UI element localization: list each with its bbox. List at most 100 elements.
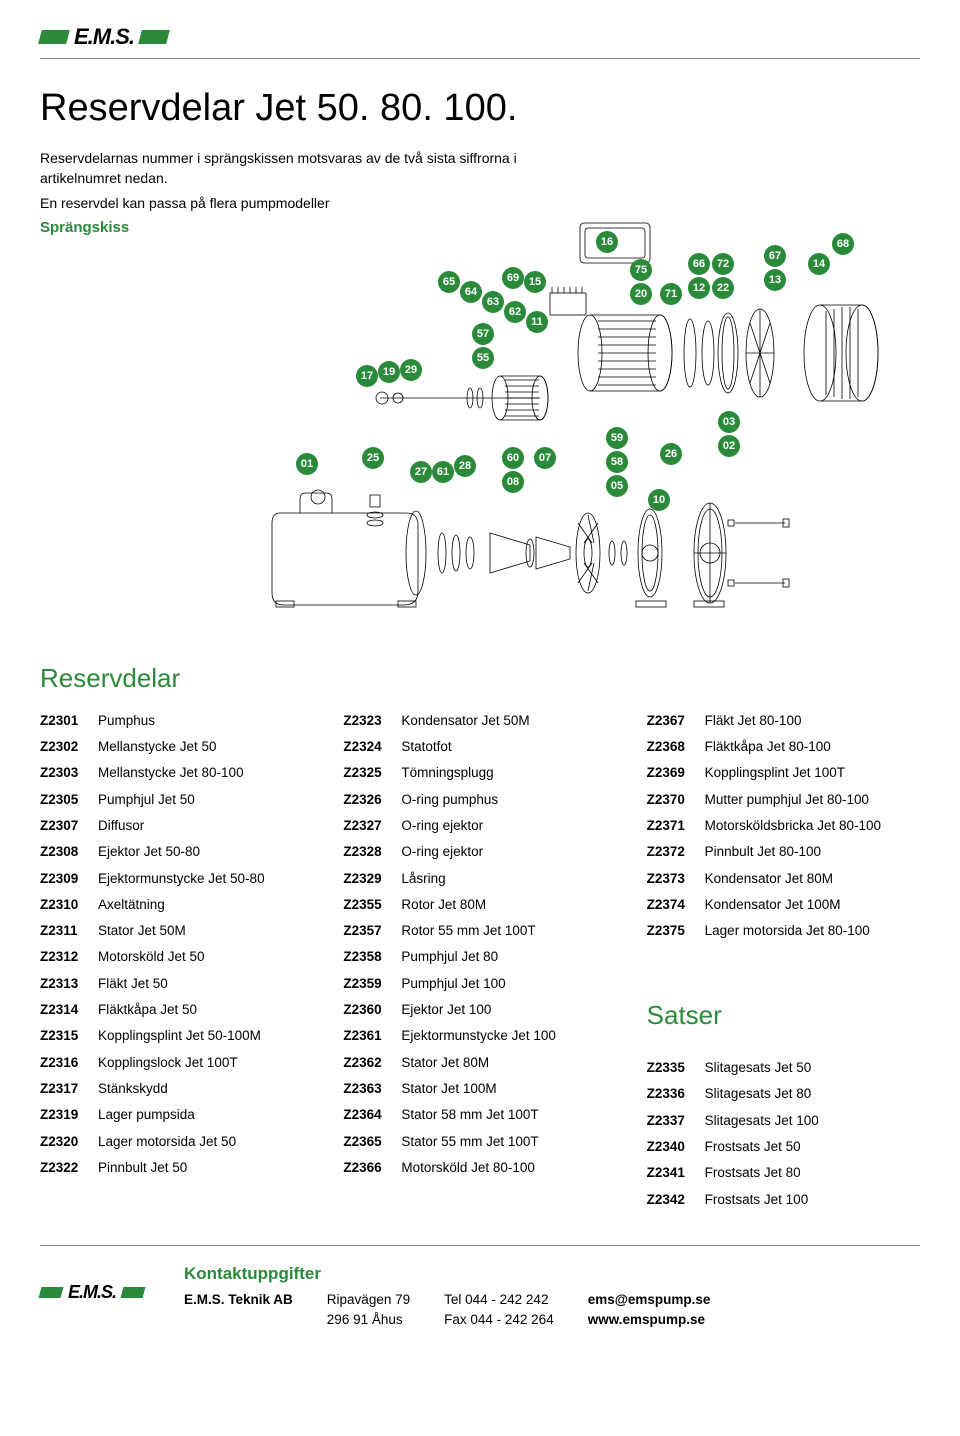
part-desc: O-ring ejektor [401,813,616,839]
part-row: Z2360Ejektor Jet 100 [343,997,616,1023]
reservdelar-heading: Reservdelar [40,663,920,694]
part-code: Z2367 [647,708,705,734]
kontakt-fax: Fax 044 - 242 264 [444,1310,554,1330]
part-code: Z2307 [40,813,98,839]
satser-heading: Satser [647,990,920,1041]
part-row: Z2357Rotor 55 mm Jet 100T [343,918,616,944]
part-code: Z2317 [40,1076,98,1102]
logo-block [39,1287,64,1298]
part-row: Z2308Ejektor Jet 50-80 [40,839,313,865]
part-code: Z2340 [647,1134,705,1160]
part-code: Z2375 [647,918,705,944]
part-desc: Lager pumpsida [98,1102,313,1128]
part-desc: Motorsköld Jet 50 [98,944,313,970]
callout-14: 14 [808,253,830,275]
part-desc: Stator Jet 80M [401,1050,616,1076]
callout-26: 26 [660,443,682,465]
part-desc: Pinnbult Jet 80-100 [705,839,920,865]
part-code: Z2328 [343,839,401,865]
part-desc: Fläktkåpa Jet 50 [98,997,313,1023]
parts-columns: Z2301PumphusZ2302Mellanstycke Jet 50Z230… [40,708,920,1213]
part-code: Z2362 [343,1050,401,1076]
kontakt-addr2: 296 91 Åhus [327,1310,410,1330]
part-desc: O-ring ejektor [401,839,616,865]
callout-05: 05 [606,475,628,497]
footer-divider [40,1245,920,1246]
kontakt-heading: Kontaktuppgifter [184,1264,920,1284]
part-desc: Pumphjul Jet 50 [98,787,313,813]
callout-65: 65 [438,271,460,293]
part-desc: Pumphjul Jet 80 [401,944,616,970]
part-row: Z2315Kopplingsplint Jet 50-100M [40,1023,313,1049]
part-row: Z2329Låsring [343,866,616,892]
part-desc: Rotor Jet 80M [401,892,616,918]
callout-75: 75 [630,259,652,281]
part-desc: Pumphus [98,708,313,734]
part-row: Z2309Ejektormunstycke Jet 50-80 [40,866,313,892]
callout-19: 19 [378,361,400,383]
callout-59: 59 [606,427,628,449]
part-code: Z2365 [343,1129,401,1155]
part-code: Z2358 [343,944,401,970]
part-code: Z2369 [647,760,705,786]
kontakt-tel: Tel 044 - 242 242 [444,1290,554,1310]
part-code: Z2312 [40,944,98,970]
part-code: Z2315 [40,1023,98,1049]
part-row: Z2368Fläktkåpa Jet 80-100 [647,734,920,760]
callout-58: 58 [606,451,628,473]
part-desc: Fläktkåpa Jet 80-100 [705,734,920,760]
part-desc: O-ring pumphus [401,787,616,813]
part-code: Z2302 [40,734,98,760]
part-row: Z2320Lager motorsida Jet 50 [40,1129,313,1155]
callout-01: 01 [296,453,318,475]
part-code: Z2316 [40,1050,98,1076]
part-row: Z2335Slitagesats Jet 50 [647,1055,920,1081]
part-desc: Diffusor [98,813,313,839]
part-code: Z2303 [40,760,98,786]
part-row: Z2366Motorsköld Jet 80-100 [343,1155,616,1181]
callout-68: 68 [832,233,854,255]
part-desc: Stator 58 mm Jet 100T [401,1102,616,1128]
logo-block [121,1287,146,1298]
callout-57: 57 [472,323,494,345]
part-row: Z2358Pumphjul Jet 80 [343,944,616,970]
part-desc: Ejektor Jet 50-80 [98,839,313,865]
part-row: Z2369Kopplingsplint Jet 100T [647,760,920,786]
part-code: Z2342 [647,1187,705,1213]
part-desc: Stator 55 mm Jet 100T [401,1129,616,1155]
part-code: Z2301 [40,708,98,734]
part-code: Z2311 [40,918,98,944]
part-code: Z2374 [647,892,705,918]
part-row: Z2317Stänkskydd [40,1076,313,1102]
part-row: Z2375Lager motorsida Jet 80-100 [647,918,920,944]
part-code: Z2371 [647,813,705,839]
part-desc: Kopplingsplint Jet 100T [705,760,920,786]
part-desc: Fläkt Jet 50 [98,971,313,997]
callout-17: 17 [356,365,378,387]
callout-07: 07 [534,447,556,469]
part-row: Z2361Ejektormunstycke Jet 100 [343,1023,616,1049]
footer-logo: E.M.S. [40,1264,144,1303]
callout-08: 08 [502,471,524,493]
part-desc: Kopplingsplint Jet 50-100M [98,1023,313,1049]
part-row: Z2327O-ring ejektor [343,813,616,839]
part-desc: Lager motorsida Jet 80-100 [705,918,920,944]
part-row: Z2319Lager pumpsida [40,1102,313,1128]
part-row: Z2365Stator 55 mm Jet 100T [343,1129,616,1155]
part-code: Z2373 [647,866,705,892]
page-title: Reservdelar Jet 50. 80. 100. [40,87,920,130]
part-desc: Rotor 55 mm Jet 100T [401,918,616,944]
kontakt-email: ems@emspump.se [588,1292,711,1307]
part-code: Z2368 [647,734,705,760]
part-row: Z2323Kondensator Jet 50M [343,708,616,734]
part-code: Z2319 [40,1102,98,1128]
part-desc: Motorsköld Jet 80-100 [401,1155,616,1181]
part-desc: Frostsats Jet 80 [705,1160,920,1186]
part-code: Z2336 [647,1081,705,1107]
part-desc: Låsring [401,866,616,892]
callout-12: 12 [688,277,710,299]
part-row: Z2359Pumphjul Jet 100 [343,971,616,997]
part-desc: Mutter pumphjul Jet 80-100 [705,787,920,813]
part-desc: Stator Jet 50M [98,918,313,944]
callout-63: 63 [482,291,504,313]
